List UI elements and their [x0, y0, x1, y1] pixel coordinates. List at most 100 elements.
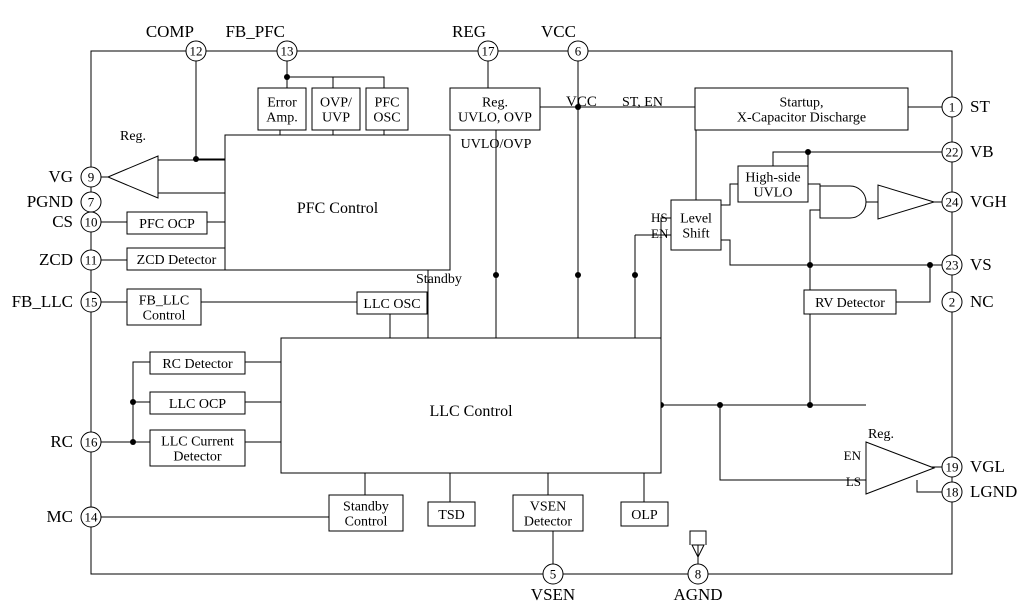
block-label-llc_cur-0: LLC Current [161, 435, 234, 450]
block-label-tsd-0: TSD [438, 508, 464, 523]
block-label-llc_ocp-0: LLC OCP [169, 397, 226, 412]
wire-38 [720, 405, 866, 480]
pin-num-NC: 2 [949, 295, 956, 310]
free-label-0: VCC [566, 94, 597, 110]
pin-num-LGND: 18 [946, 485, 959, 500]
block-label-llc_osc-0: LLC OSC [363, 297, 420, 312]
pin-num-FB_PFC: 13 [281, 44, 294, 59]
junction-10 [805, 149, 811, 155]
junction-0 [193, 156, 199, 162]
block-label-reg_uvlo-1: UVLO, OVP [458, 110, 532, 125]
block-label-vsen_det-0: VSEN [530, 500, 567, 515]
pin-num-VS: 23 [946, 258, 959, 273]
block-label-startup-0: Startup, [780, 96, 824, 111]
block-label-pfc_osc-1: OSC [373, 110, 400, 125]
block-label-vsen_det-1: Detector [524, 514, 573, 529]
pin-label-RC: RC [50, 432, 73, 451]
pin-num-COMP: 12 [190, 44, 203, 59]
block-label-err_amp-1: Amp. [266, 110, 298, 125]
vg-amp-label: Reg. [120, 129, 146, 144]
vgh-amp [878, 185, 934, 219]
junction-6 [130, 439, 136, 445]
agnd-bracket [690, 531, 706, 545]
pin-num-PGND: 7 [88, 195, 95, 210]
wire-3 [287, 77, 384, 88]
wire-49 [810, 210, 820, 265]
vg-amp [108, 156, 158, 198]
pin-label-FB_PFC: FB_PFC [225, 22, 285, 41]
wire-42 [661, 218, 671, 405]
pin-label-AGND: AGND [673, 585, 722, 604]
pin-num-VGL: 19 [946, 460, 959, 475]
block-label-lvl_shift-0: Level [680, 212, 712, 227]
block-label-zcd_det-0: ZCD Detector [137, 253, 217, 268]
block-label-stdby_ctl-0: Standby [343, 500, 389, 515]
free-label-5: EN [651, 226, 669, 241]
wire-53 [896, 265, 942, 302]
block-label-startup-1: X-Capacitor Discharge [737, 110, 866, 125]
pin-label-CS: CS [52, 212, 73, 231]
block-label-ovp_uvp-1: UVP [322, 110, 350, 125]
pin-label-MC: MC [47, 507, 73, 526]
pin-num-ZCD: 11 [85, 253, 98, 268]
wire-51 [773, 152, 942, 166]
junction-13 [632, 272, 638, 278]
block-label-fbllc_ctl-1: Control [143, 308, 186, 323]
vgl-ls-label: LS [846, 474, 861, 489]
pin-label-VCC: VCC [541, 22, 576, 41]
vgl-amp-label: Reg. [868, 427, 894, 442]
block-label-hs_uvlo-1: UVLO [754, 185, 793, 200]
junction-8 [807, 402, 813, 408]
block-label-pfc_ocp-0: PFC OCP [139, 217, 195, 232]
pin-num-VCC: 6 [575, 44, 582, 59]
free-label-4: HS [651, 210, 668, 225]
pin-label-NC: NC [970, 292, 994, 311]
pin-num-FB_LLC: 15 [85, 295, 98, 310]
pin-num-VB: 22 [946, 145, 959, 160]
pin-label-ZCD: ZCD [39, 250, 73, 269]
and-gate [820, 186, 866, 218]
free-label-1: ST, EN [622, 95, 663, 110]
block-label-stdby_ctl-1: Control [345, 514, 388, 529]
junction-7 [717, 402, 723, 408]
pin-num-CS: 10 [85, 215, 98, 230]
pin-num-AGND: 8 [695, 567, 702, 582]
block-label-pfc_ctrl-0: PFC Control [297, 200, 379, 217]
block-label-lvl_shift-1: Shift [682, 226, 709, 241]
block-label-llc_cur-1: Detector [173, 449, 222, 464]
block-label-olp-0: OLP [631, 508, 658, 523]
block-label-llc_ctrl-0: LLC Control [429, 403, 513, 420]
pin-num-VG: 9 [88, 170, 95, 185]
block-label-err_amp-0: Error [267, 96, 297, 111]
pin-label-ST: ST [970, 97, 990, 116]
junction-4 [575, 272, 581, 278]
pin-label-VGL: VGL [970, 457, 1005, 476]
junction-11 [927, 262, 933, 268]
junction-5 [130, 399, 136, 405]
pin-num-VSEN: 5 [550, 567, 557, 582]
block-label-rv_det-0: RV Detector [815, 296, 885, 311]
wire-2 [287, 77, 333, 88]
block-label-rc_det-0: RC Detector [162, 357, 233, 372]
vgl-en-label: EN [844, 448, 862, 463]
pin-num-RC: 16 [85, 435, 99, 450]
free-label-3: Standby [416, 272, 462, 287]
pin-label-VSEN: VSEN [531, 585, 575, 604]
pin-num-VGH: 24 [946, 195, 960, 210]
pin-label-VB: VB [970, 142, 994, 161]
pin-label-REG: REG [452, 22, 486, 41]
pin-label-LGND: LGND [970, 482, 1017, 501]
block-label-ovp_uvp-0: OVP/ [320, 96, 352, 111]
wire-40 [917, 480, 942, 492]
wire-47 [808, 184, 820, 194]
block-label-reg_uvlo-0: Reg. [482, 96, 508, 111]
junction-9 [807, 262, 813, 268]
wire-0 [196, 61, 225, 159]
junction-1 [284, 74, 290, 80]
vgl-amp [866, 442, 934, 494]
pin-num-MC: 14 [85, 510, 99, 525]
block-label-fbllc_ctl-0: FB_LLC [139, 294, 190, 309]
pin-label-COMP: COMP [146, 22, 194, 41]
wire-46 [721, 240, 810, 265]
pin-label-VS: VS [970, 255, 992, 274]
